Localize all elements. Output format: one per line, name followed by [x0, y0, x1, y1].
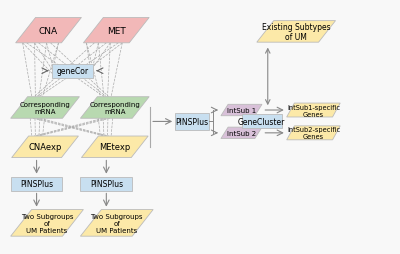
Text: Two Subgroups
of
UM Patients: Two Subgroups of UM Patients	[90, 213, 143, 233]
Polygon shape	[287, 104, 340, 118]
Polygon shape	[80, 97, 149, 119]
Text: CNAexp: CNAexp	[28, 143, 62, 152]
Text: IntSub 2: IntSub 2	[227, 130, 256, 136]
Text: geneCor: geneCor	[56, 67, 88, 76]
FancyBboxPatch shape	[52, 65, 93, 78]
Polygon shape	[221, 105, 262, 116]
FancyBboxPatch shape	[11, 177, 62, 191]
Text: Corresponding
mRNA: Corresponding mRNA	[90, 102, 140, 115]
Polygon shape	[84, 18, 149, 44]
Polygon shape	[287, 126, 340, 140]
Text: MEtexp: MEtexp	[99, 143, 130, 152]
Text: Corresponding
mRNA: Corresponding mRNA	[20, 102, 70, 115]
Text: PINSPlus: PINSPlus	[20, 179, 53, 188]
Text: IntSub1-specific
Genes: IntSub1-specific Genes	[287, 104, 340, 117]
Polygon shape	[16, 18, 82, 44]
Polygon shape	[82, 136, 148, 158]
Polygon shape	[11, 210, 84, 236]
Polygon shape	[12, 136, 78, 158]
Text: IntSub 1: IntSub 1	[227, 108, 256, 114]
FancyBboxPatch shape	[175, 114, 209, 130]
Text: CNA: CNA	[39, 26, 58, 36]
Text: GeneCluster: GeneCluster	[238, 117, 286, 126]
Polygon shape	[11, 97, 80, 119]
Text: Existing Subtypes
of UM: Existing Subtypes of UM	[262, 23, 330, 42]
Text: Two Subgroups
of
UM Patients: Two Subgroups of UM Patients	[21, 213, 73, 233]
Text: PINSPlus: PINSPlus	[176, 117, 208, 126]
FancyBboxPatch shape	[242, 115, 282, 129]
Text: PINSPlus: PINSPlus	[90, 179, 123, 188]
Polygon shape	[80, 210, 153, 236]
FancyBboxPatch shape	[80, 177, 132, 191]
Polygon shape	[221, 128, 262, 139]
Polygon shape	[257, 22, 336, 43]
Text: MET: MET	[107, 26, 126, 36]
Text: IntSub2-specific
Genes: IntSub2-specific Genes	[287, 127, 340, 140]
